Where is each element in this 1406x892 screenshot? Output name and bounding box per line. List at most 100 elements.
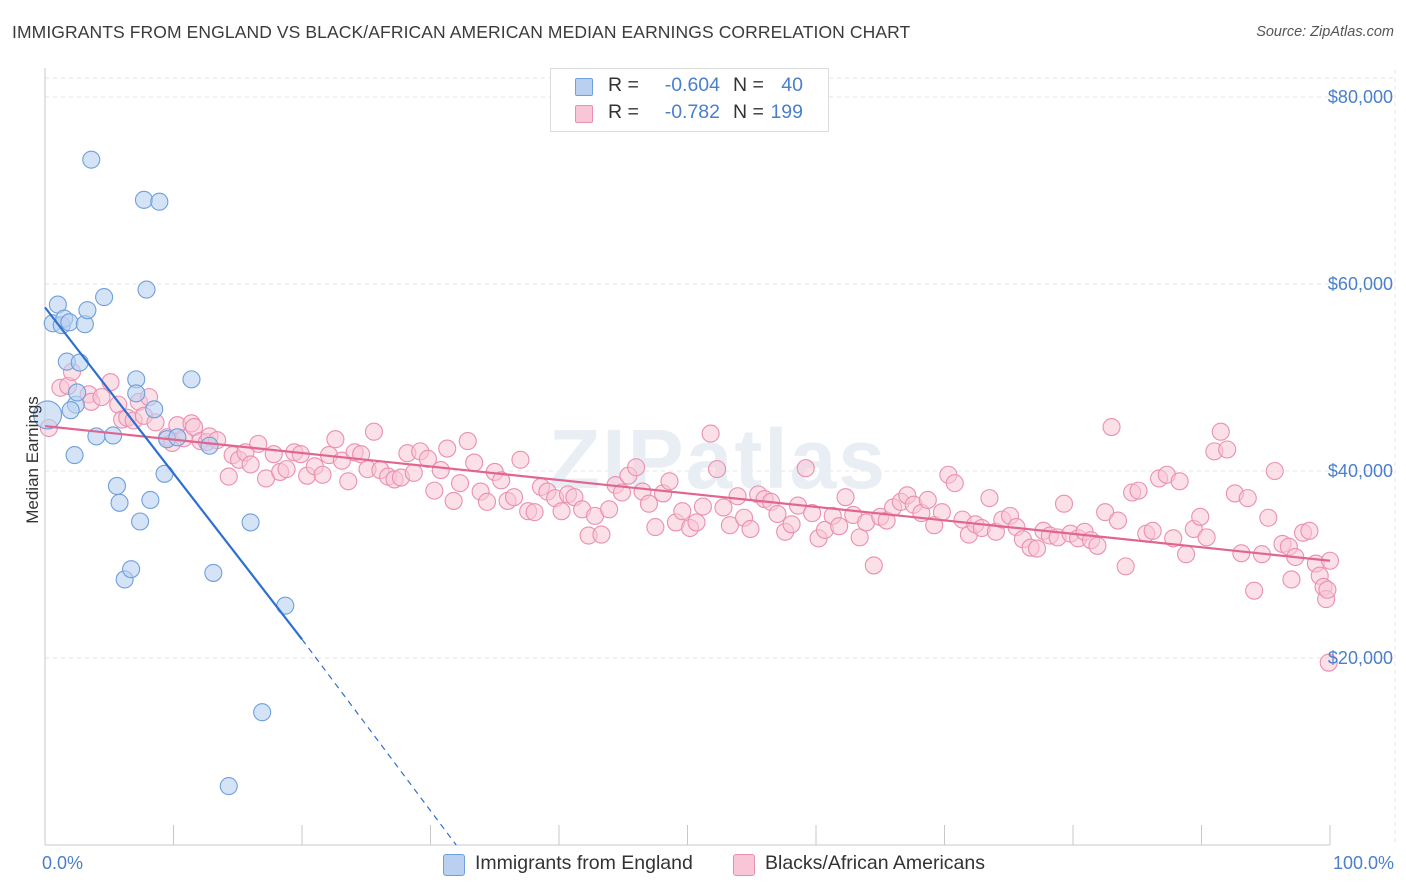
- data-point-black: [1318, 580, 1337, 599]
- data-point-england: [70, 353, 89, 372]
- y-tick-label: $80,000: [1328, 87, 1393, 107]
- data-point-black: [1096, 503, 1115, 522]
- source-label: Source: ZipAtlas.com: [1256, 24, 1394, 40]
- data-point-black: [782, 515, 801, 534]
- data-point-black: [1143, 521, 1162, 540]
- x-tick-labels: 0.0% 100.0%: [42, 853, 1394, 873]
- data-point-black: [511, 450, 530, 469]
- trend-line-england: [44, 306, 303, 640]
- data-point-black: [1129, 481, 1148, 500]
- data-point-black: [1259, 508, 1278, 527]
- data-point-black: [1245, 581, 1264, 600]
- data-point-england: [78, 301, 97, 320]
- data-point-black: [660, 472, 679, 491]
- data-point-england: [182, 370, 201, 389]
- trend-lines: [44, 306, 1331, 846]
- data-point-black: [444, 491, 463, 510]
- legend-swatch-pink: [575, 105, 593, 123]
- data-point-black: [477, 492, 497, 511]
- chart-title: IMMIGRANTS FROM ENGLAND VS BLACK/AFRICAN…: [12, 22, 911, 42]
- data-point-england: [253, 703, 272, 722]
- data-point-black: [451, 474, 470, 493]
- data-point-black: [1238, 489, 1257, 508]
- trend-line-england-extension: [301, 638, 457, 846]
- y-tick-label: $40,000: [1328, 461, 1393, 481]
- data-point-black: [1300, 521, 1319, 540]
- data-point-england: [68, 383, 87, 402]
- data-point-black: [101, 373, 120, 392]
- data-point-black: [465, 453, 484, 472]
- data-point-black: [693, 497, 712, 516]
- correlation-legend: R = -0.604 N = 40 R = -0.782 N = 199: [550, 68, 829, 132]
- data-point-england: [241, 513, 260, 532]
- data-point-black: [1108, 511, 1128, 530]
- data-point-england: [122, 560, 141, 579]
- data-point-england: [137, 280, 156, 299]
- data-point-england: [33, 400, 63, 430]
- data-point-black: [627, 458, 646, 477]
- data-point-black: [592, 525, 611, 544]
- data-point-black: [741, 519, 760, 539]
- data-point-england: [134, 190, 153, 209]
- legend-r-value: -0.604: [664, 74, 720, 96]
- data-point-england: [200, 436, 219, 455]
- y-tick-labels: $20,000 $40,000 $60,000 $80,000: [1328, 87, 1393, 668]
- data-point-england: [219, 777, 238, 796]
- legend-r-value: -0.782: [664, 101, 720, 123]
- data-point-england: [104, 426, 123, 445]
- legend-swatch-blue: [443, 854, 465, 876]
- data-point-england: [61, 401, 80, 420]
- data-point-black: [646, 518, 665, 537]
- data-point-black: [1054, 494, 1074, 513]
- y-axis-title: Median Earnings: [23, 396, 42, 524]
- data-point-england: [145, 400, 164, 419]
- data-point-england: [127, 384, 146, 403]
- data-point-england: [107, 476, 127, 496]
- data-point-black: [701, 424, 720, 443]
- data-point-black: [918, 490, 937, 510]
- data-point-black: [404, 463, 423, 482]
- legend-swatch-pink: [733, 854, 755, 876]
- data-point-black: [1319, 653, 1338, 672]
- data-point-black: [803, 504, 822, 523]
- data-point-black: [438, 439, 457, 458]
- data-point-black: [612, 483, 632, 502]
- data-point-black: [431, 461, 450, 480]
- data-point-black: [673, 502, 692, 521]
- legend-swatch-blue: [575, 78, 593, 96]
- data-point-black: [339, 472, 358, 491]
- data-point-black: [1232, 544, 1251, 563]
- data-point-black: [708, 460, 727, 479]
- axes: [44, 68, 1331, 846]
- legend-r-label: R =: [608, 101, 639, 123]
- data-point-black: [1116, 557, 1135, 576]
- data-point-black: [92, 388, 111, 407]
- data-point-england: [131, 512, 150, 531]
- trend-line-black: [44, 425, 1331, 562]
- data-point-england: [204, 563, 223, 582]
- legend-n-label: N =: [733, 74, 764, 96]
- data-point-black: [313, 465, 332, 484]
- data-point-black: [492, 471, 511, 490]
- data-point-black: [1218, 440, 1237, 459]
- data-point-black: [850, 528, 869, 547]
- data-point-england: [82, 150, 101, 169]
- legend-r-label: R =: [608, 74, 639, 96]
- y-tick-label: $60,000: [1328, 274, 1393, 294]
- data-point-black: [830, 517, 849, 536]
- data-point-black: [720, 516, 739, 535]
- legend-label-england: Immigrants from England: [475, 852, 693, 874]
- legend-label-black: Blacks/African Americans: [765, 852, 985, 874]
- data-point-black: [639, 494, 659, 513]
- data-point-black: [1211, 422, 1230, 441]
- data-point-black: [241, 455, 260, 474]
- data-point-black: [525, 503, 544, 522]
- data-point-black: [504, 488, 524, 507]
- data-point-black: [1265, 461, 1284, 481]
- data-point-black: [864, 556, 883, 575]
- y-tick-label: $20,000: [1328, 648, 1393, 668]
- data-point-black: [1164, 529, 1183, 548]
- data-point-black: [326, 430, 345, 449]
- data-point-black: [552, 502, 571, 521]
